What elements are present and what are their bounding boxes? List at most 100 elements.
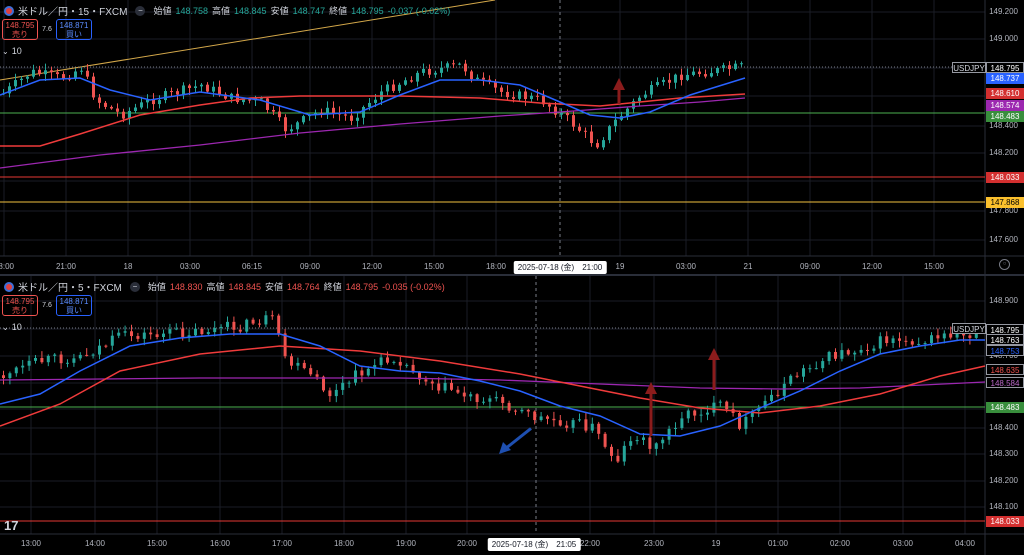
price-tag: 148.737 <box>986 73 1024 84</box>
candle-up <box>821 361 825 369</box>
candle-down <box>558 420 562 426</box>
candle-down <box>834 351 837 359</box>
candle-up <box>859 349 863 353</box>
legend-toggle-icon[interactable]: − <box>129 281 140 292</box>
candle-down <box>232 321 236 330</box>
time-tick-label: 02:00 <box>829 539 851 548</box>
candle-down <box>552 418 556 421</box>
candle-up <box>14 80 17 87</box>
moving-average-mid <box>0 345 986 427</box>
lot-size-value[interactable]: 10 <box>11 322 22 332</box>
candle-up <box>770 394 773 401</box>
price-tag: 147.868 <box>986 197 1024 208</box>
pane-divider[interactable] <box>0 274 1024 276</box>
time-tick-label: 19:00 <box>395 539 417 548</box>
close-label: 終値 <box>323 282 342 292</box>
candle-up <box>750 410 754 417</box>
candle-up <box>827 351 831 362</box>
candle-up <box>712 402 716 413</box>
candle-down <box>110 106 113 109</box>
trade-arrow-icon <box>504 427 532 451</box>
price-tag: 148.033 <box>986 516 1024 527</box>
chevron-down-icon[interactable]: ⌄ <box>2 46 9 56</box>
candle-up <box>379 357 383 366</box>
candle-up <box>27 360 31 366</box>
candle-down <box>501 396 505 403</box>
candle-down <box>56 72 59 75</box>
price-tag: 148.574 <box>986 100 1024 111</box>
time-tick-label: 17:00 <box>271 539 293 548</box>
buy-button[interactable]: 148.871 買い <box>56 19 92 40</box>
candle-up <box>757 407 761 411</box>
sell-price: 148.795 <box>5 21 35 30</box>
time-tick-label: 12:00 <box>361 262 383 271</box>
candle-up <box>518 91 521 99</box>
candle-up <box>296 122 299 130</box>
candle-up <box>158 100 161 105</box>
candle-up <box>763 400 767 408</box>
candle-up <box>168 329 172 334</box>
sell-button[interactable]: 148.795 売り <box>2 295 38 316</box>
candle-up <box>8 86 11 94</box>
candle-down <box>315 374 319 377</box>
low-label: 安値 <box>265 282 284 292</box>
lot-size-control[interactable]: ⌄ 10 <box>2 322 22 332</box>
candle-down <box>155 334 159 338</box>
candle-up <box>314 112 317 115</box>
candle-up <box>26 76 29 79</box>
candle-up <box>520 409 524 412</box>
chevron-down-icon[interactable]: ⌄ <box>2 322 9 332</box>
candle-down <box>116 108 119 112</box>
candle-up <box>808 368 812 370</box>
candle-down <box>266 98 269 110</box>
candle-up <box>392 361 396 363</box>
candle-up <box>74 71 77 79</box>
candle-down <box>450 382 453 390</box>
chart-canvas-15min[interactable] <box>0 0 1024 274</box>
candle-down <box>603 433 607 447</box>
open-label: 始値 <box>147 282 166 292</box>
buy-label: 買い <box>66 30 82 39</box>
candle-down <box>218 86 221 95</box>
candle-up <box>46 355 50 363</box>
candle-down <box>424 379 428 382</box>
candle-down <box>85 354 89 356</box>
candle-up <box>614 119 617 127</box>
candle-down <box>251 319 255 324</box>
chart-pane-5min[interactable]: 米ドル／円・5・FXCM − 始値 148.830 高値 148.845 安値 148… <box>0 276 1024 555</box>
legend-toggle-icon[interactable]: − <box>135 5 146 16</box>
buy-price: 148.871 <box>59 21 89 30</box>
candle-up <box>117 332 121 336</box>
sell-button[interactable]: 148.795 売り <box>2 19 38 40</box>
buy-button[interactable]: 148.871 買い <box>56 295 92 316</box>
candle-up <box>629 441 633 446</box>
candle-down <box>572 115 575 127</box>
symbol-name[interactable]: 米ドル／円・5・FXCM <box>18 283 122 294</box>
candle-down <box>428 68 431 75</box>
lot-size-value[interactable]: 10 <box>11 46 22 56</box>
candle-up <box>923 343 927 345</box>
candle-up <box>840 350 844 359</box>
chart-pane-15min[interactable]: 米ドル／円・15・FXCM − 始値 148.758 高値 148.845 安値 14… <box>0 0 1024 274</box>
candle-down <box>904 340 908 342</box>
symbol-name[interactable]: 米ドル／円・15・FXCM <box>18 7 128 18</box>
candle-down <box>846 350 850 355</box>
lot-size-control[interactable]: ⌄ 10 <box>2 46 22 56</box>
chart-canvas-5min[interactable] <box>0 276 1024 555</box>
candle-down <box>968 335 972 338</box>
candle-down <box>898 338 901 341</box>
time-tick-label: 21 <box>743 262 753 271</box>
candle-up <box>955 332 959 338</box>
candle-down <box>411 364 415 373</box>
auto-scale-icon[interactable]: ○ <box>999 259 1010 270</box>
price-tick-label: 148.200 <box>989 148 1018 157</box>
candle-up <box>182 85 185 95</box>
candle-up <box>718 401 722 403</box>
time-tick-label: 18:00 <box>333 539 355 548</box>
candle-up <box>187 335 191 337</box>
moving-average-long <box>0 377 986 390</box>
tradingview-logo-icon[interactable]: 17 <box>4 518 19 533</box>
candle-down <box>59 354 63 364</box>
candle-up <box>744 416 748 429</box>
candle-up <box>405 364 409 366</box>
